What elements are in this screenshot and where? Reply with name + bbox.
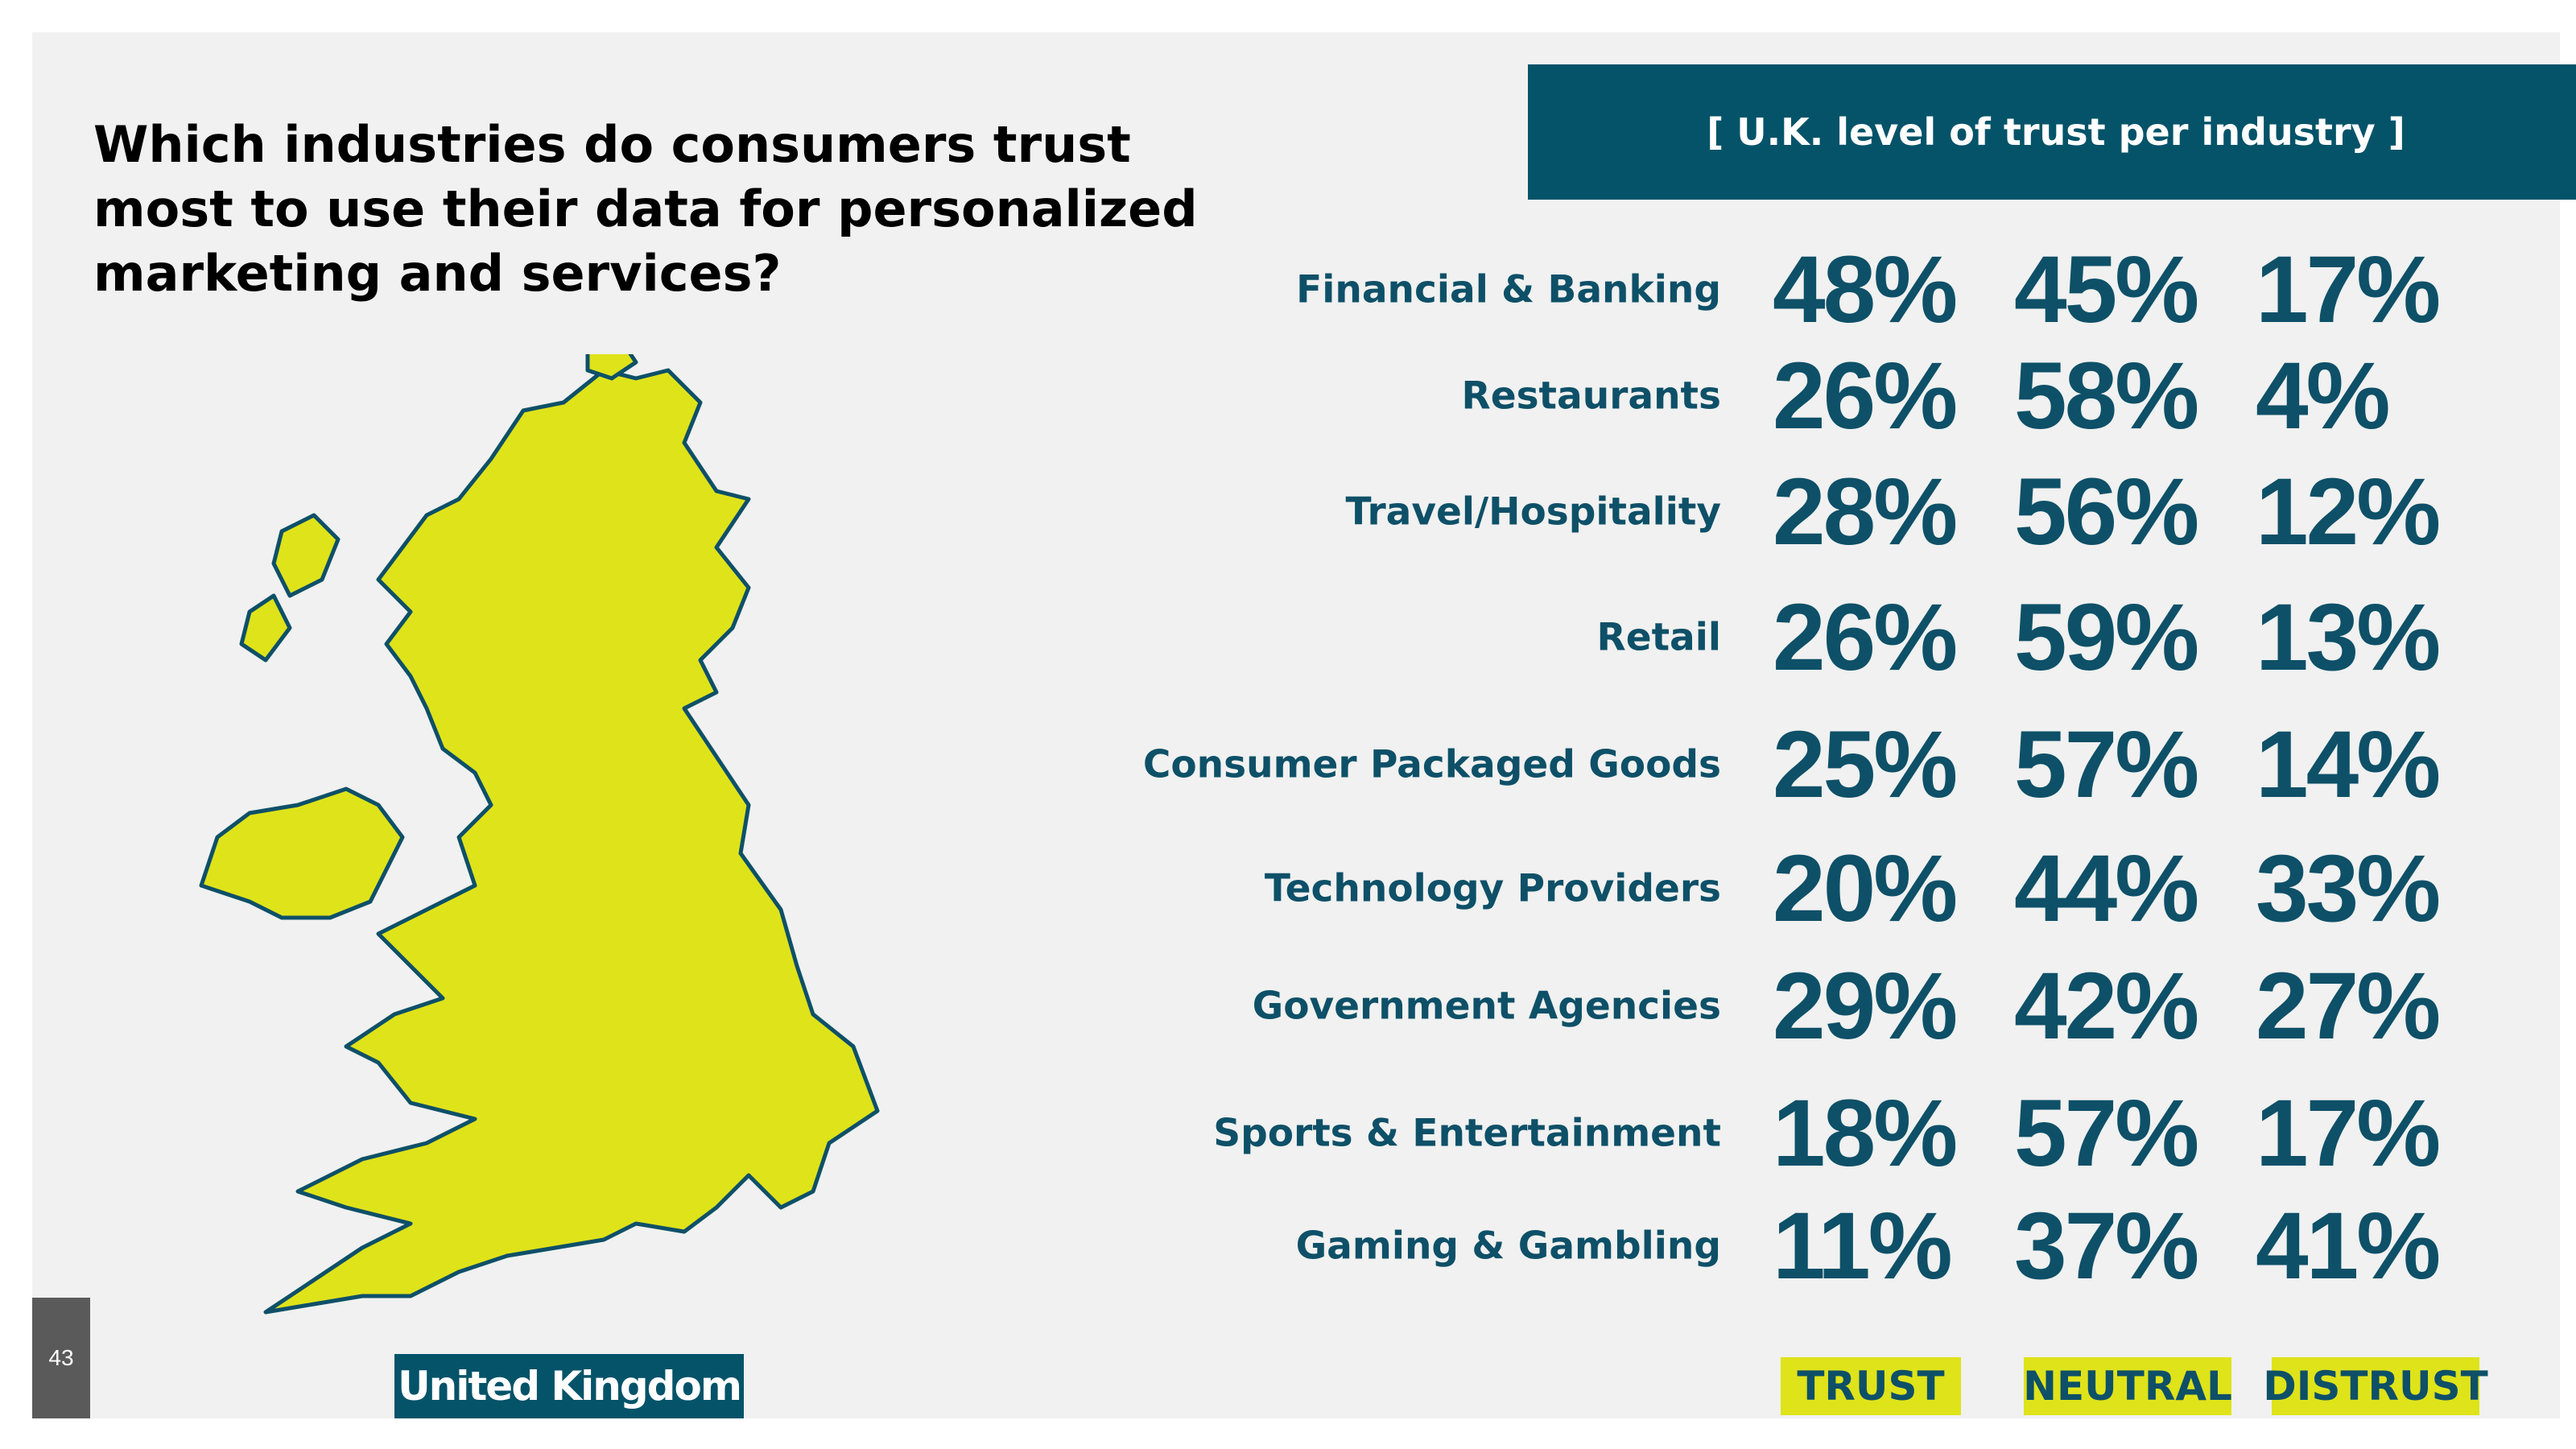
industry-label: Consumer Packaged Goods <box>1142 742 1721 787</box>
value-neutral: 37% <box>2014 1193 2199 1299</box>
value-trust: 20% <box>1773 836 1958 942</box>
value-trust: 29% <box>1773 953 1958 1059</box>
value-neutral: 44% <box>2014 836 2199 942</box>
value-neutral: 59% <box>2014 584 2199 691</box>
value-trust: 26% <box>1773 584 1958 691</box>
value-trust: 18% <box>1773 1080 1958 1187</box>
page-title: Which industries do consumers trust most… <box>93 115 1198 303</box>
value-neutral: 58% <box>2014 343 2199 449</box>
table-header-bar: [ U.K. level of trust per industry ] <box>1528 64 2576 200</box>
value-neutral: 57% <box>2014 1080 2199 1187</box>
value-trust: 11% <box>1773 1193 1953 1299</box>
industry-label: Travel/Hospitality <box>1345 489 1721 535</box>
value-distrust: 17% <box>2256 237 2441 343</box>
column-label-distrust: DISTRUST <box>2263 1357 2488 1415</box>
industry-label: Government Agencies <box>1252 984 1721 1029</box>
value-trust: 28% <box>1773 459 1958 565</box>
industry-label: Financial & Banking <box>1296 267 1721 312</box>
value-neutral: 42% <box>2014 953 2199 1059</box>
column-label-neutral: NEUTRAL <box>2023 1357 2232 1415</box>
industry-label: Retail <box>1596 615 1721 660</box>
country-label: United Kingdom <box>394 1354 744 1418</box>
value-distrust: 13% <box>2256 584 2441 691</box>
industry-label: Restaurants <box>1461 374 1721 419</box>
industry-label: Gaming & Gambling <box>1295 1224 1721 1269</box>
uk-map-icon <box>199 354 880 1315</box>
value-neutral: 45% <box>2014 237 2199 343</box>
value-neutral: 57% <box>2014 712 2199 818</box>
value-distrust: 33% <box>2256 836 2441 942</box>
value-distrust: 41% <box>2256 1193 2441 1299</box>
industry-label: Technology Providers <box>1264 866 1721 911</box>
value-distrust: 12% <box>2256 459 2441 565</box>
table-title: [ U.K. level of trust per industry ] <box>1707 110 2405 154</box>
value-trust: 26% <box>1773 343 1958 449</box>
column-label-trust: TRUST <box>1781 1357 1961 1415</box>
industry-label: Sports & Entertainment <box>1213 1111 1721 1156</box>
value-distrust: 27% <box>2256 953 2441 1059</box>
slide: Which industries do consumers trust most… <box>32 32 2576 1418</box>
value-neutral: 56% <box>2014 459 2199 565</box>
value-distrust: 14% <box>2256 712 2441 818</box>
value-distrust: 4% <box>2256 343 2391 449</box>
value-distrust: 17% <box>2256 1080 2441 1187</box>
page-number: 43 <box>32 1298 90 1418</box>
value-trust: 48% <box>1773 237 1958 343</box>
value-trust: 25% <box>1773 712 1958 818</box>
